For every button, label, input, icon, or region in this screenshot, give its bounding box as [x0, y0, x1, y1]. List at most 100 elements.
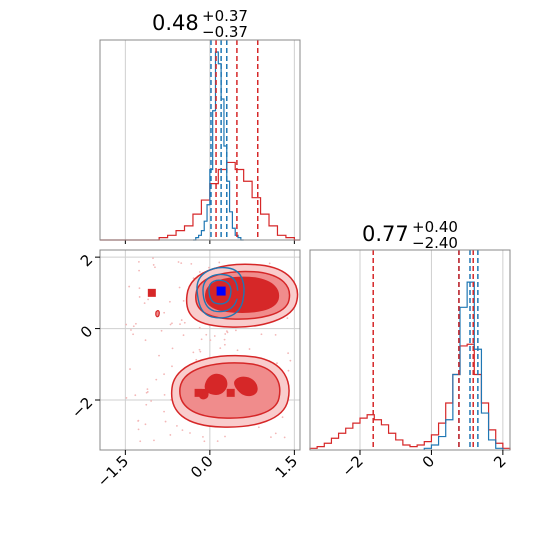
sample-dot [289, 359, 292, 362]
sample-dot [208, 266, 210, 269]
title-param-2-plus: +0.40 [412, 218, 458, 236]
blue-contour-mid [202, 273, 239, 313]
sample-dot [153, 439, 155, 442]
x-tick-label: 1.5 [272, 452, 302, 482]
sample-dot [132, 333, 135, 336]
sample-dot [281, 416, 284, 419]
sample-dot [138, 269, 140, 272]
sample-dot [169, 323, 172, 326]
sample-dot [130, 329, 132, 331]
sample-dot [129, 368, 131, 370]
sample-dot [260, 333, 263, 336]
sample-dot [286, 317, 289, 320]
sample-dot [213, 335, 216, 337]
title-param-1-median: 0.48 [152, 11, 199, 35]
hist1-blue-series [192, 51, 244, 241]
title-param-1: 0.48 +0.37 −0.37 [152, 7, 248, 41]
sample-dot [287, 352, 290, 355]
panel-hist-2: −2 0 2 0.77 +0.40 −2.40 [309, 218, 511, 480]
x-tick-label: 0.0 [187, 452, 217, 482]
sample-dot [205, 333, 208, 336]
x-tick-label: −2 [338, 452, 366, 480]
sample-dot [248, 348, 251, 350]
sample-dot [223, 343, 226, 346]
sample-dot [274, 432, 277, 435]
sample-dot [144, 423, 147, 426]
sample-dot [137, 420, 140, 422]
sample-dot [276, 362, 278, 365]
hist2-blue-series [423, 281, 504, 450]
sample-dot [137, 428, 140, 431]
sample-dot [134, 394, 137, 397]
sample-dot [198, 348, 201, 351]
sample-dot [146, 391, 149, 393]
sample-dot [152, 264, 155, 266]
sample-dot [209, 339, 212, 342]
x-tick-label: −1.5 [94, 452, 132, 490]
sample-dot [180, 262, 183, 264]
sample-dot [163, 311, 166, 314]
sample-dot [283, 436, 286, 439]
sample-dot [152, 257, 154, 260]
red-point-marker [194, 388, 203, 397]
sample-dot [164, 420, 167, 423]
sample-dot [198, 271, 201, 273]
red-point-marker [234, 290, 243, 299]
sample-dot [171, 322, 173, 325]
sample-dot [160, 329, 163, 332]
sample-dot [139, 440, 142, 443]
sample-dot [138, 296, 141, 298]
sample-dot [202, 436, 204, 438]
sample-dot [236, 349, 239, 352]
sample-dot [134, 322, 137, 325]
sample-dot [200, 338, 203, 341]
sample-dot [180, 319, 183, 321]
title-param-1-plus: +0.37 [202, 7, 248, 25]
sample-dot [224, 435, 226, 438]
sample-dot [268, 262, 271, 265]
sample-dot [158, 354, 160, 357]
sample-dot [145, 403, 148, 406]
panel-hist-1: 0.48 +0.37 −0.37 [99, 7, 301, 244]
y-tick-label: −2 [68, 394, 96, 422]
sample-dot [177, 261, 180, 263]
sample-dot [199, 350, 202, 353]
sample-dot [179, 323, 181, 326]
sample-dot [144, 339, 147, 342]
sample-dot [270, 436, 272, 439]
sample-dot [146, 388, 149, 391]
sample-dot [125, 397, 128, 399]
y-tick-label: 2 [77, 251, 96, 270]
sample-dot [225, 330, 228, 333]
sample-dot [192, 277, 195, 280]
contour-lower-inner-b [234, 376, 258, 397]
sample-dot [203, 440, 206, 443]
sample-dot [198, 326, 201, 329]
red-point-marker [147, 288, 156, 297]
sample-dot [150, 400, 153, 402]
title-param-2-minus: −2.40 [412, 234, 458, 252]
sample-dot [163, 373, 165, 376]
sample-dot [125, 323, 128, 326]
sample-dot [163, 393, 166, 396]
sample-dot [224, 333, 227, 335]
density-contours [155, 263, 299, 428]
sample-dot [182, 299, 185, 302]
blue-contour-inner [208, 279, 232, 305]
panel-2d: −1.5 0.0 1.5 2 0 −2 [68, 249, 302, 491]
sample-dot [234, 329, 237, 332]
sample-dot [195, 358, 198, 361]
title-param-2-median: 0.77 [362, 222, 409, 246]
sample-dot [171, 347, 174, 350]
y-tick-label: 0 [77, 322, 96, 341]
sample-dot [163, 410, 165, 413]
sample-dot [147, 298, 150, 301]
sample-dot [155, 378, 158, 381]
sample-dot [189, 432, 191, 434]
sample-dot [169, 434, 172, 436]
title-param-2: 0.77 +0.40 −2.40 [362, 218, 458, 252]
sample-dot [287, 369, 290, 372]
sample-dot [183, 321, 186, 324]
sample-dot [182, 334, 185, 337]
x-tick-label: 0 [419, 452, 438, 471]
